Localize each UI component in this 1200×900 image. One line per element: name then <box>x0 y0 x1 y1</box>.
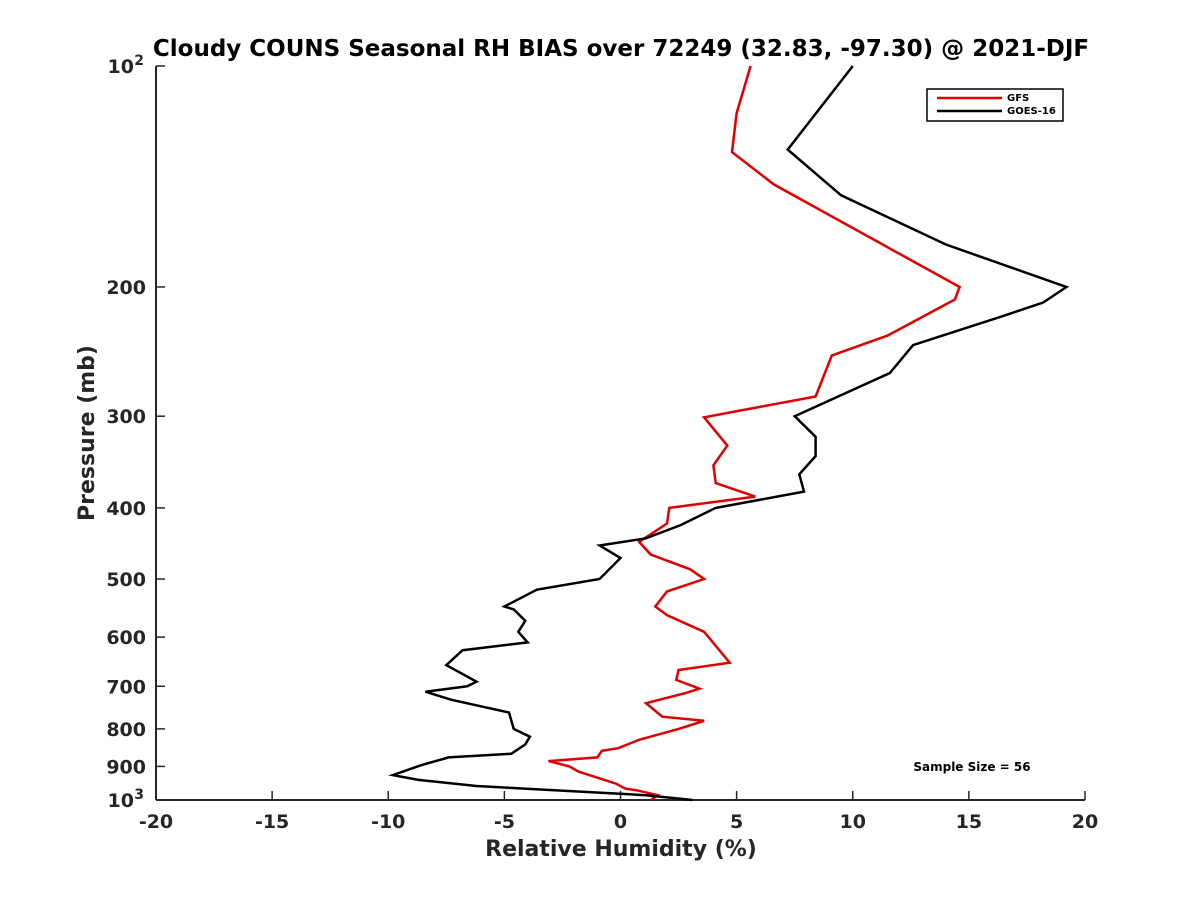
x-tick-label: 0 <box>614 811 627 833</box>
series-layer <box>388 65 1070 802</box>
x-tick-label: 15 <box>956 811 982 833</box>
plot-area <box>155 66 1085 801</box>
y-tick-label: 600 <box>106 627 146 649</box>
sample-size-annotation: Sample Size = 56 <box>913 760 1030 774</box>
x-tick-label: 5 <box>730 811 743 833</box>
series-line-gfs <box>548 65 962 802</box>
legend: GFS GOES-16 <box>926 88 1064 122</box>
y-tick-label: 500 <box>106 569 146 591</box>
y-tick-label: 200 <box>106 277 146 299</box>
x-tick-label: 10 <box>840 811 866 833</box>
legend-label-gfs: GFS <box>1007 93 1029 104</box>
y-tick-label: 700 <box>106 676 146 698</box>
y-axis-label: Pressure (mb) <box>75 345 100 521</box>
x-axis: -20 -15 -10 -5 0 5 10 15 20 <box>139 791 1098 833</box>
legend-box <box>926 88 1064 122</box>
y-tick-exponent: 3 <box>134 787 144 803</box>
y-tick-exponent: 2 <box>134 53 144 69</box>
y-tick-label: 300 <box>106 406 146 428</box>
x-tick-label: -5 <box>494 811 515 833</box>
x-tick-label: -15 <box>255 811 289 833</box>
y-tick-label: 400 <box>106 498 146 520</box>
x-tick-label: -10 <box>371 811 405 833</box>
legend-label-goes16: GOES-16 <box>1007 106 1056 117</box>
chart-title: Cloudy COUNS Seasonal RH BIAS over 72249… <box>153 36 1089 62</box>
series-line-goes16 <box>388 65 1070 802</box>
x-axis-label: Relative Humidity (%) <box>485 837 757 862</box>
y-tick-label: 800 <box>106 719 146 741</box>
y-tick-label: 10 <box>108 790 134 812</box>
x-tick-label: -20 <box>139 811 173 833</box>
y-tick-label: 10 <box>108 56 134 78</box>
x-tick-label: 20 <box>1072 811 1098 833</box>
y-tick-label: 900 <box>106 756 146 778</box>
